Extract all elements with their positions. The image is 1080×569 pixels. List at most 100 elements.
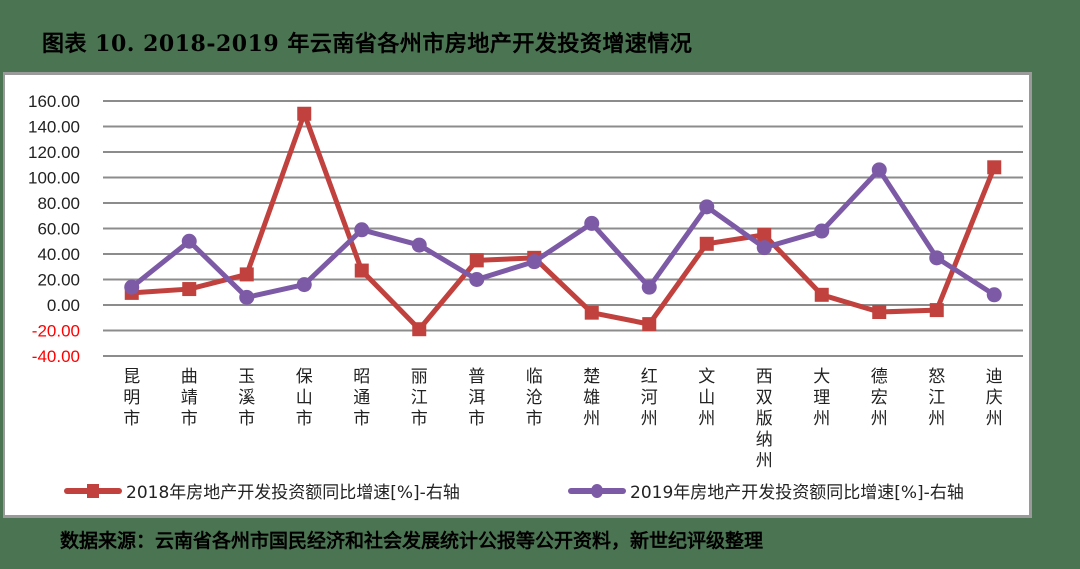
x-tick-label: 大 (813, 367, 830, 386)
x-tick-label: 州 (871, 409, 888, 428)
data-point-circle[interactable] (181, 233, 197, 249)
y-tick-label: 0.00 (47, 296, 80, 315)
data-point-square[interactable] (987, 160, 1002, 175)
x-tick-label: 玉 (238, 367, 255, 386)
data-point-circle[interactable] (814, 223, 830, 239)
x-tick-label: 州 (928, 409, 945, 428)
x-tick-label: 昭 (353, 367, 370, 386)
x-tick-label: 州 (698, 409, 715, 428)
x-tick-label: 明 (123, 388, 140, 407)
y-tick-label: 60.00 (37, 220, 80, 239)
legend-label-2018: 2018年房地产开发投资额同比增速[%]-右轴 (126, 483, 460, 503)
x-tick-label: 江 (928, 388, 945, 407)
x-tick-label: 迪 (986, 367, 1003, 386)
legend-item-2019[interactable]: 2019年房地产开发投资额同比增速[%]-右轴 (568, 478, 964, 503)
x-tick-label: 理 (813, 388, 830, 407)
square-marker-icon (87, 483, 99, 498)
x-tick-label: 昆 (123, 367, 140, 386)
x-tick-label: 州 (813, 409, 830, 428)
y-tick-label: 160.00 (28, 92, 80, 111)
data-point-circle[interactable] (526, 254, 542, 270)
x-tick-label: 普 (468, 367, 485, 386)
x-tick-label: 丽 (411, 367, 428, 386)
x-tick-label: 宏 (871, 388, 888, 407)
x-tick-label: 沧 (526, 388, 543, 407)
data-point-circle[interactable] (699, 199, 715, 215)
data-point-circle[interactable] (871, 162, 887, 178)
data-point-circle[interactable] (469, 272, 485, 287)
data-point-square[interactable] (929, 303, 944, 318)
data-point-square[interactable] (469, 253, 484, 268)
data-point-circle[interactable] (124, 279, 140, 295)
data-point-square[interactable] (757, 227, 772, 242)
x-tick-label: 版 (756, 409, 773, 428)
x-tick-label: 市 (123, 409, 140, 428)
x-tick-label: 庆 (986, 388, 1003, 407)
x-tick-label: 德 (871, 367, 888, 386)
y-tick-label: -40.00 (32, 347, 80, 366)
x-tick-label: 市 (181, 409, 198, 428)
x-tick-label: 山 (296, 388, 313, 407)
x-tick-label: 文 (698, 367, 715, 386)
x-tick-label: 红 (641, 367, 658, 386)
x-axis-labels: 昆明市曲靖市玉溪市保山市昭通市丽江市普洱市临沧市楚雄州红河州文山州西双版纳州大理… (123, 367, 1003, 470)
x-tick-label: 靖 (181, 388, 198, 407)
x-tick-label: 市 (353, 409, 370, 428)
data-point-circle[interactable] (986, 287, 1002, 303)
x-tick-label: 市 (296, 409, 313, 428)
series-line-2019 (130, 167, 996, 300)
x-tick-label: 保 (296, 367, 313, 386)
data-point-square[interactable] (814, 287, 829, 302)
data-point-square[interactable] (412, 322, 427, 337)
chart-legend: 2018年房地产开发投资额同比增速[%]-右轴 2019年房地产开发投资额同比增… (0, 478, 1030, 504)
data-point-square[interactable] (354, 263, 369, 278)
x-tick-label: 州 (986, 409, 1003, 428)
legend-label-2019: 2019年房地产开发投资额同比增速[%]-右轴 (630, 483, 964, 503)
data-point-square[interactable] (642, 317, 657, 332)
data-point-square[interactable] (699, 236, 714, 251)
data-point-circle[interactable] (411, 237, 427, 253)
y-tick-label: 40.00 (37, 245, 80, 264)
data-series (124, 106, 1002, 337)
data-point-circle[interactable] (296, 277, 312, 293)
y-tick-label: 140.00 (28, 118, 80, 137)
x-tick-label: 市 (526, 409, 543, 428)
data-point-square[interactable] (584, 305, 599, 320)
y-axis-ticks: 160.00 140.00 120.00 100.00 80.00 60.00 40.00 2… (28, 92, 80, 366)
data-point-square[interactable] (872, 305, 887, 320)
x-tick-label: 楚 (583, 367, 600, 386)
x-tick-label: 河 (641, 388, 658, 407)
data-point-circle[interactable] (929, 250, 945, 266)
data-point-square[interactable] (182, 282, 197, 297)
x-tick-label: 市 (411, 409, 428, 428)
y-tick-label: 100.00 (28, 169, 80, 188)
y-tick-label: -20.00 (32, 322, 80, 341)
x-tick-label: 州 (583, 409, 600, 428)
x-tick-label: 雄 (583, 388, 600, 407)
data-point-circle[interactable] (239, 289, 255, 305)
legend-line-icon-2019 (568, 483, 626, 498)
data-point-circle[interactable] (756, 240, 772, 256)
x-tick-label: 州 (756, 451, 773, 470)
chart-panel (3, 72, 1032, 518)
data-point-circle[interactable] (641, 279, 657, 295)
x-tick-label: 溪 (238, 388, 255, 407)
x-tick-label: 双 (756, 388, 773, 407)
data-point-square[interactable] (239, 267, 254, 282)
y-tick-label: 20.00 (37, 271, 80, 290)
x-tick-label: 临 (526, 367, 543, 386)
x-tick-label: 州 (641, 409, 658, 428)
circle-marker-icon (591, 483, 603, 498)
legend-item-2018[interactable]: 2018年房地产开发投资额同比增速[%]-右轴 (64, 478, 460, 503)
chart-title: 图表 10. 2018-2019 年云南省各州市房地产开发投资增速情况 (42, 31, 693, 57)
x-tick-label: 江 (411, 388, 428, 407)
x-tick-label: 纳 (756, 430, 773, 449)
x-tick-label: 通 (353, 388, 370, 407)
data-point-circle[interactable] (354, 222, 370, 238)
x-tick-label: 洱 (468, 388, 485, 407)
legend-line-icon-2018 (64, 483, 122, 498)
data-source-note: 数据来源：云南省各州市国民经济和社会发展统计公报等公开资料，新世纪评级整理 (60, 530, 764, 552)
data-point-circle[interactable] (584, 215, 600, 231)
data-point-square[interactable] (297, 106, 312, 121)
